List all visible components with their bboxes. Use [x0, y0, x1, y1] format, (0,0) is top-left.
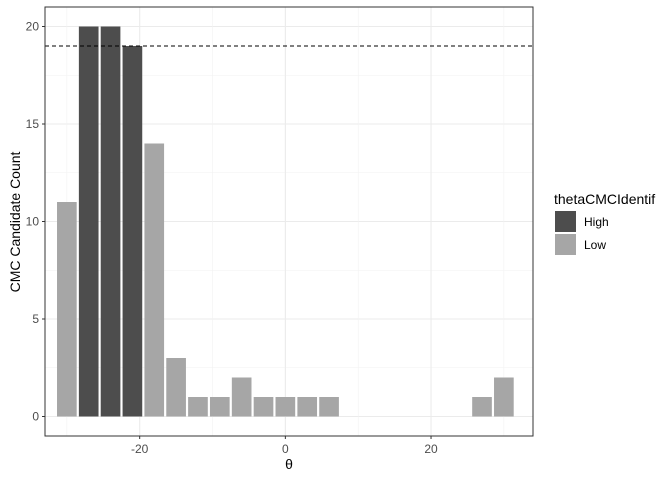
- bar-high: [122, 46, 143, 417]
- legend-swatch-low: [555, 234, 576, 255]
- bar-high: [100, 26, 121, 417]
- bars: [57, 26, 514, 417]
- legend-label-high: High: [584, 215, 609, 229]
- bar-low: [57, 202, 77, 417]
- x-tick-label: 0: [282, 442, 289, 456]
- x-tick-label: 20: [424, 442, 438, 456]
- bar-low: [253, 397, 274, 417]
- bar-low: [231, 377, 252, 417]
- legend: thetaCMCIdentif High Low: [554, 191, 655, 255]
- y-tick-label: 15: [26, 117, 40, 131]
- bar-low: [166, 358, 186, 417]
- bar-low: [275, 397, 296, 417]
- y-tick-label: 0: [32, 410, 39, 424]
- x-tick-label: -20: [131, 442, 149, 456]
- legend-title: thetaCMCIdentif: [554, 191, 655, 207]
- bar-low: [209, 397, 230, 417]
- bar-low: [144, 143, 165, 417]
- bar-low: [472, 397, 492, 417]
- y-tick-label: 5: [32, 312, 39, 326]
- y-axis-title: CMC Candidate Count: [7, 151, 23, 292]
- bar-low: [297, 397, 318, 417]
- y-tick-label: 20: [26, 20, 40, 34]
- legend-label-low: Low: [584, 238, 606, 252]
- y-tick-label: 10: [26, 215, 40, 229]
- y-axis: 0 5 10 15 20: [26, 20, 45, 424]
- x-axis-title: θ: [285, 456, 293, 472]
- x-axis: -20 0 20: [131, 436, 438, 456]
- bar-low: [188, 397, 208, 417]
- bar-low: [494, 377, 514, 417]
- bar-low: [319, 397, 339, 417]
- legend-swatch-high: [555, 211, 576, 232]
- bar-high: [78, 26, 99, 417]
